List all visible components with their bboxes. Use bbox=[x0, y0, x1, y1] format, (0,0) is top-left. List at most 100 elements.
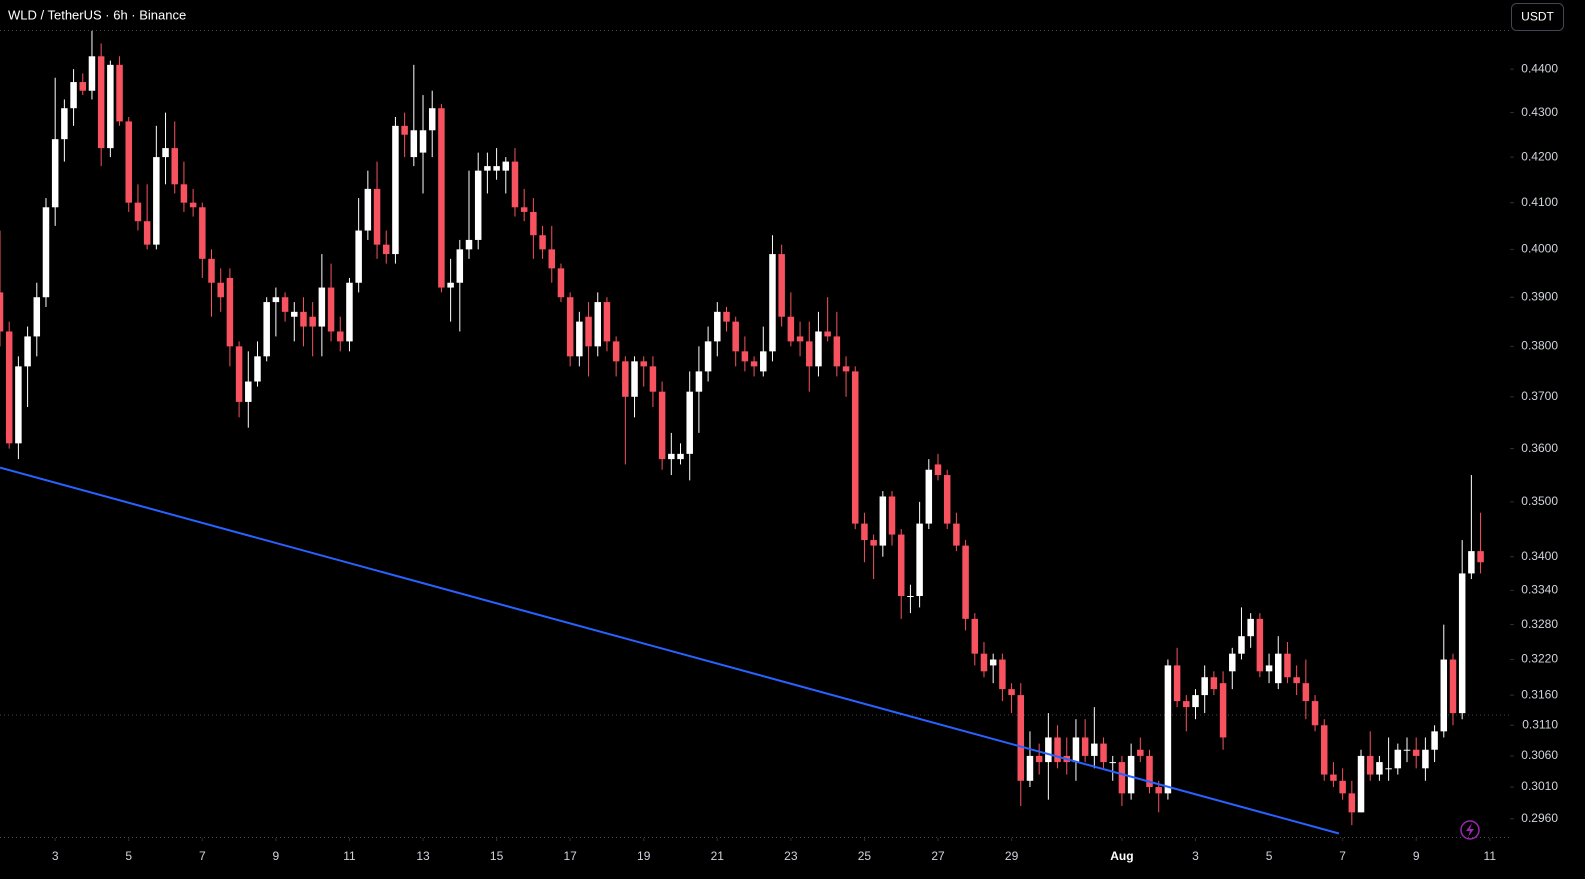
candle-body bbox=[649, 366, 657, 392]
candle-body bbox=[1100, 743, 1107, 763]
candle-body bbox=[1229, 653, 1236, 672]
candle-body bbox=[51, 139, 59, 208]
candle-body bbox=[61, 108, 68, 140]
candle-body bbox=[989, 659, 997, 666]
x-tick-label: 5 bbox=[1266, 849, 1273, 863]
candle-body bbox=[1376, 762, 1383, 775]
chart-title: WLD / TetherUS · 6h · Binance bbox=[8, 7, 186, 22]
candle-body bbox=[189, 202, 197, 208]
candle-body bbox=[1412, 749, 1420, 756]
x-tick-label: 17 bbox=[563, 849, 577, 863]
candle-body bbox=[806, 341, 813, 367]
x-tick-label: 23 bbox=[784, 849, 798, 863]
candle-body bbox=[796, 336, 804, 342]
candle-body bbox=[0, 292, 4, 332]
candle-body bbox=[5, 331, 13, 444]
candle-body bbox=[208, 258, 215, 283]
y-tick-label: 0.4200 bbox=[1521, 149, 1558, 163]
candle-body bbox=[1091, 743, 1098, 756]
candle-body bbox=[1275, 653, 1282, 684]
candle-body bbox=[520, 207, 528, 212]
candle-body bbox=[1238, 636, 1245, 654]
candle-body bbox=[916, 523, 923, 597]
candle-body bbox=[851, 371, 859, 524]
candle-body bbox=[511, 161, 519, 208]
candle-body bbox=[1468, 551, 1475, 574]
candle-body bbox=[162, 148, 169, 158]
candle-body bbox=[971, 618, 979, 654]
candle-body bbox=[337, 331, 344, 342]
y-tick-label: 0.3010 bbox=[1521, 779, 1558, 793]
candle-body bbox=[410, 130, 418, 158]
candle-body bbox=[1247, 618, 1254, 637]
y-tick-label: 0.3060 bbox=[1521, 748, 1558, 762]
candle-body bbox=[447, 282, 454, 288]
candle-body bbox=[897, 534, 905, 597]
x-tick-label: Aug bbox=[1110, 849, 1133, 863]
y-tick-label: 0.3400 bbox=[1521, 549, 1558, 563]
candle-body bbox=[1339, 780, 1346, 794]
y-tick-label: 0.4300 bbox=[1521, 105, 1558, 119]
candle-body bbox=[355, 230, 362, 283]
candle-body bbox=[760, 351, 767, 372]
y-tick-label: 0.4400 bbox=[1521, 61, 1558, 75]
y-tick-label: 0.3340 bbox=[1521, 583, 1558, 597]
candle-body bbox=[502, 161, 510, 171]
currency-button[interactable] bbox=[1511, 3, 1564, 31]
y-tick-label: 0.3220 bbox=[1521, 652, 1558, 666]
candle-body bbox=[1422, 749, 1429, 769]
plot-area bbox=[0, 30, 1510, 835]
candle-body bbox=[235, 346, 243, 402]
y-tick-label: 0.3600 bbox=[1521, 441, 1558, 455]
candle-body bbox=[677, 453, 684, 460]
candle-body bbox=[15, 366, 22, 444]
y-tick-label: 0.4000 bbox=[1521, 242, 1558, 256]
lightning-icon[interactable] bbox=[1460, 820, 1480, 840]
candle-body bbox=[1118, 762, 1126, 794]
x-tick-label: 27 bbox=[931, 849, 945, 863]
candle-body bbox=[97, 56, 105, 149]
candle-body bbox=[153, 157, 160, 245]
x-tick-label: 25 bbox=[858, 849, 872, 863]
candle-body bbox=[465, 239, 473, 250]
candle-body bbox=[539, 235, 546, 250]
x-tick-label: 11 bbox=[343, 849, 356, 863]
candle-body bbox=[1137, 749, 1144, 756]
candle-body bbox=[585, 316, 592, 347]
axes: 0.4400 0.4300 0.4200 0.4100 0.4000 0.3900 0.38… bbox=[52, 61, 1558, 863]
candle-body bbox=[1431, 731, 1438, 750]
candle-body bbox=[934, 464, 942, 476]
currency-label[interactable]: USDT bbox=[1521, 10, 1554, 24]
candle-body bbox=[566, 297, 574, 357]
candle-body bbox=[143, 221, 151, 245]
y-tick-label: 0.3900 bbox=[1521, 289, 1558, 303]
candle-body bbox=[226, 277, 234, 347]
y-tick-label: 0.3800 bbox=[1521, 339, 1558, 353]
candle-body bbox=[217, 282, 224, 298]
candle-body bbox=[1256, 618, 1264, 672]
candle-body bbox=[723, 311, 730, 322]
candle-body bbox=[42, 207, 50, 298]
x-tick-label: 5 bbox=[125, 849, 132, 863]
candle-body bbox=[1054, 737, 1061, 763]
candle-body bbox=[484, 166, 491, 171]
candle-body bbox=[842, 366, 850, 372]
x-tick-label: 7 bbox=[1339, 849, 1346, 863]
candle-body bbox=[1284, 653, 1291, 678]
candle-body bbox=[493, 166, 500, 171]
candle-body bbox=[999, 659, 1006, 690]
x-tick-label: 19 bbox=[637, 849, 651, 863]
candle-body bbox=[907, 596, 914, 598]
candle-body bbox=[686, 391, 693, 454]
candle-body bbox=[373, 188, 381, 245]
candle-body bbox=[382, 244, 390, 255]
candle-body bbox=[1440, 659, 1448, 732]
candle-body bbox=[300, 311, 307, 327]
candle-body bbox=[1403, 749, 1411, 751]
candle-body bbox=[787, 316, 795, 342]
candle-body bbox=[1293, 677, 1300, 684]
y-tick-label: 0.3110 bbox=[1522, 717, 1558, 731]
candle-body bbox=[714, 311, 721, 342]
candle-body bbox=[861, 523, 868, 541]
candle-body bbox=[1017, 695, 1025, 781]
